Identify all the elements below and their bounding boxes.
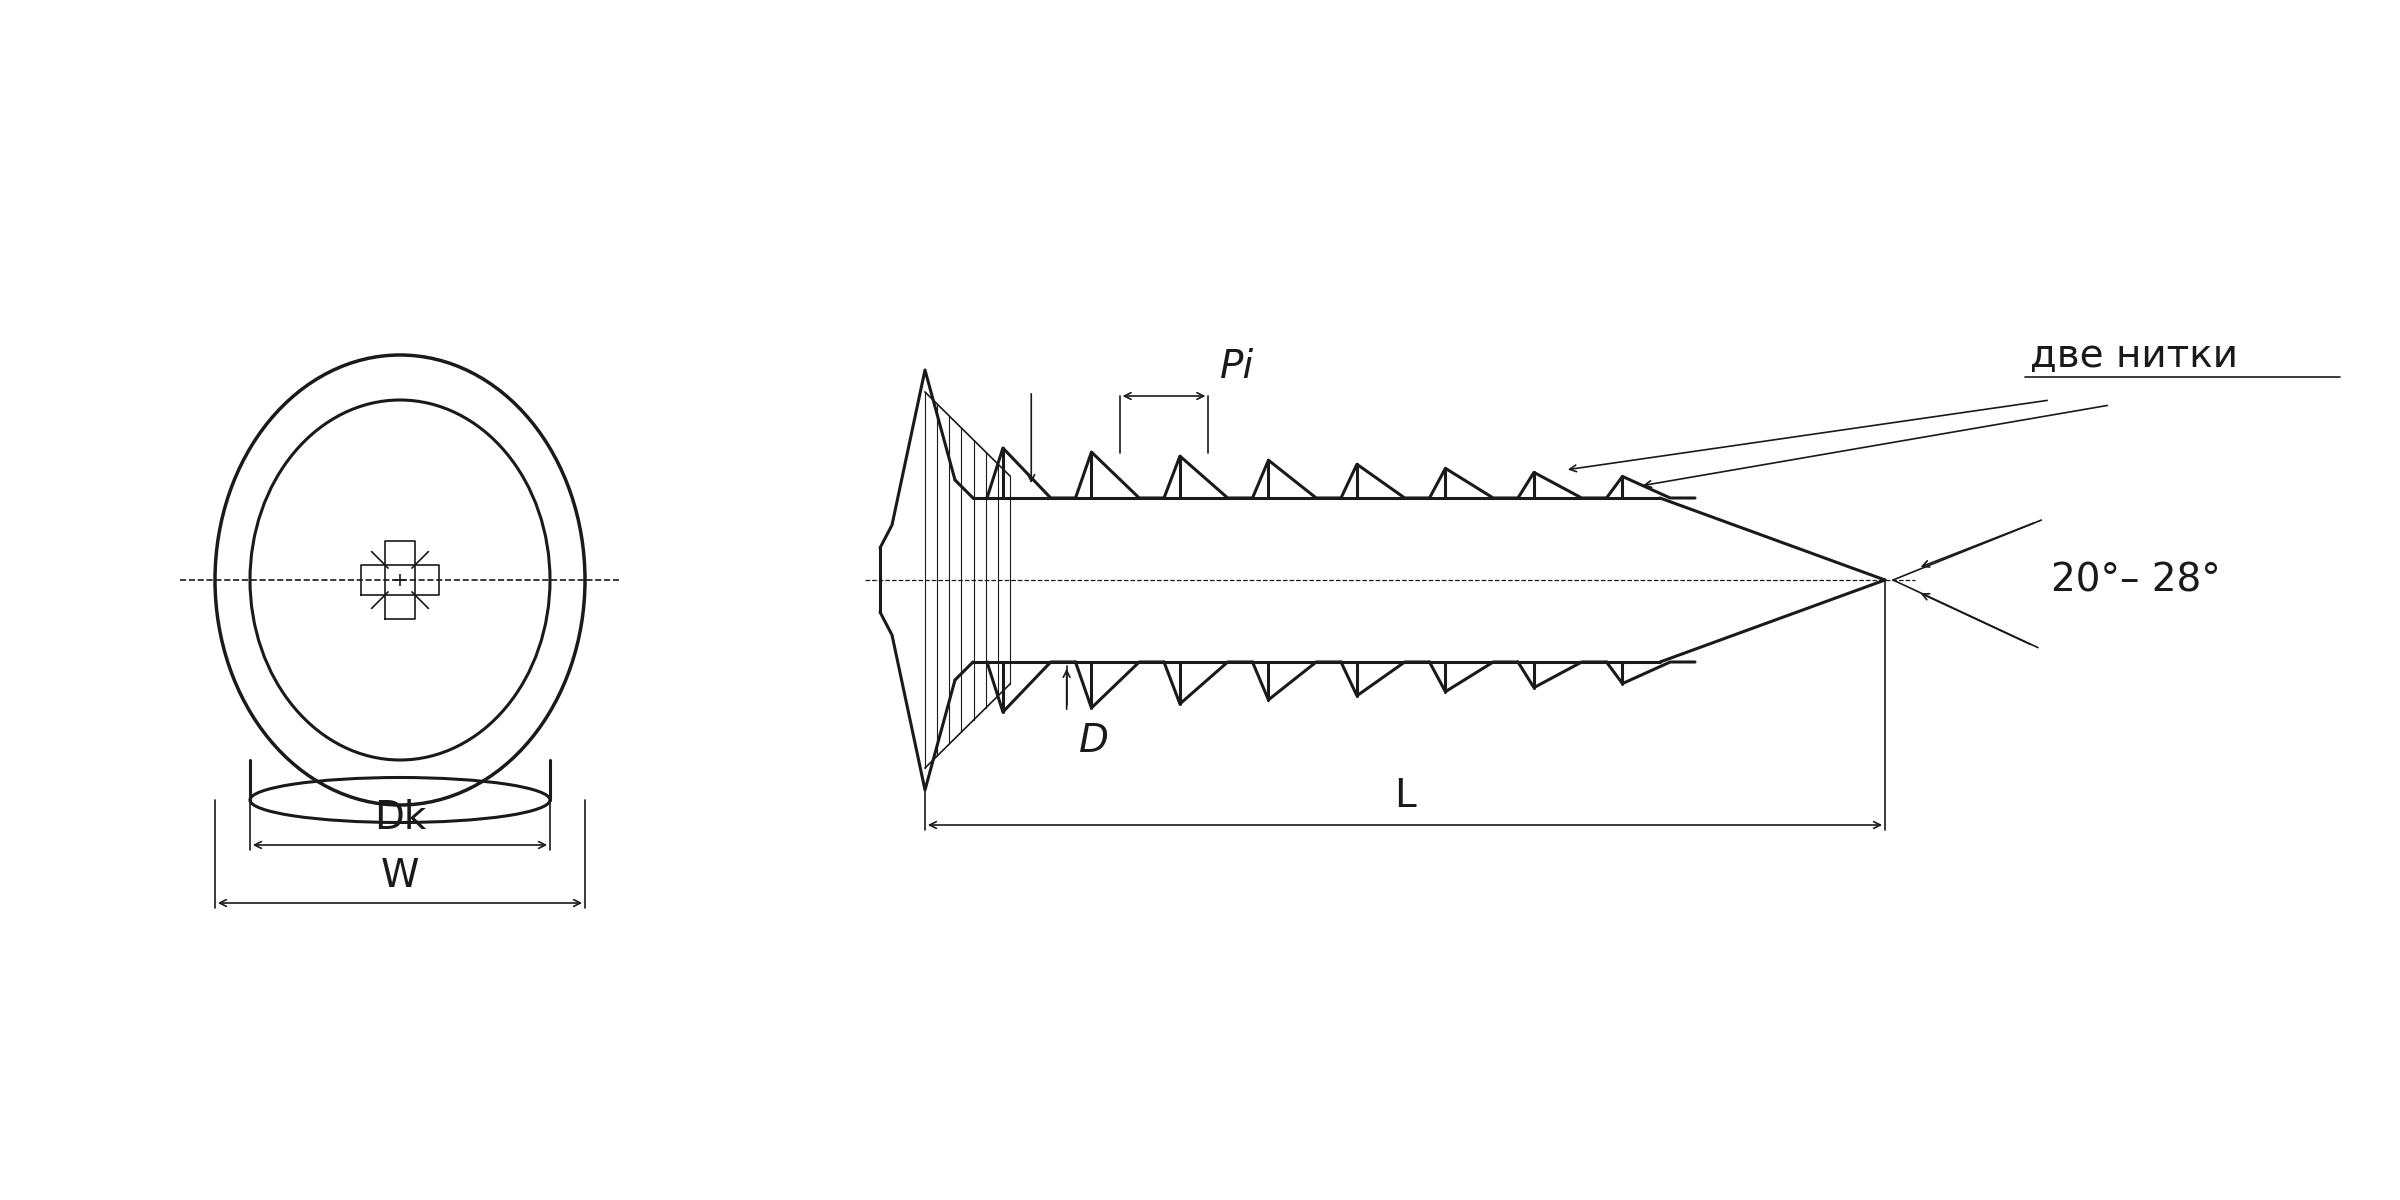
Text: W: W [382, 857, 420, 895]
Text: L: L [1394, 778, 1416, 815]
Text: Pi: Pi [1219, 348, 1255, 386]
Text: 20°– 28°: 20°– 28° [2052, 560, 2220, 599]
Text: Dk: Dk [374, 799, 427, 838]
Text: две нитки: две нитки [2030, 337, 2239, 374]
Text: D: D [1078, 722, 1109, 760]
